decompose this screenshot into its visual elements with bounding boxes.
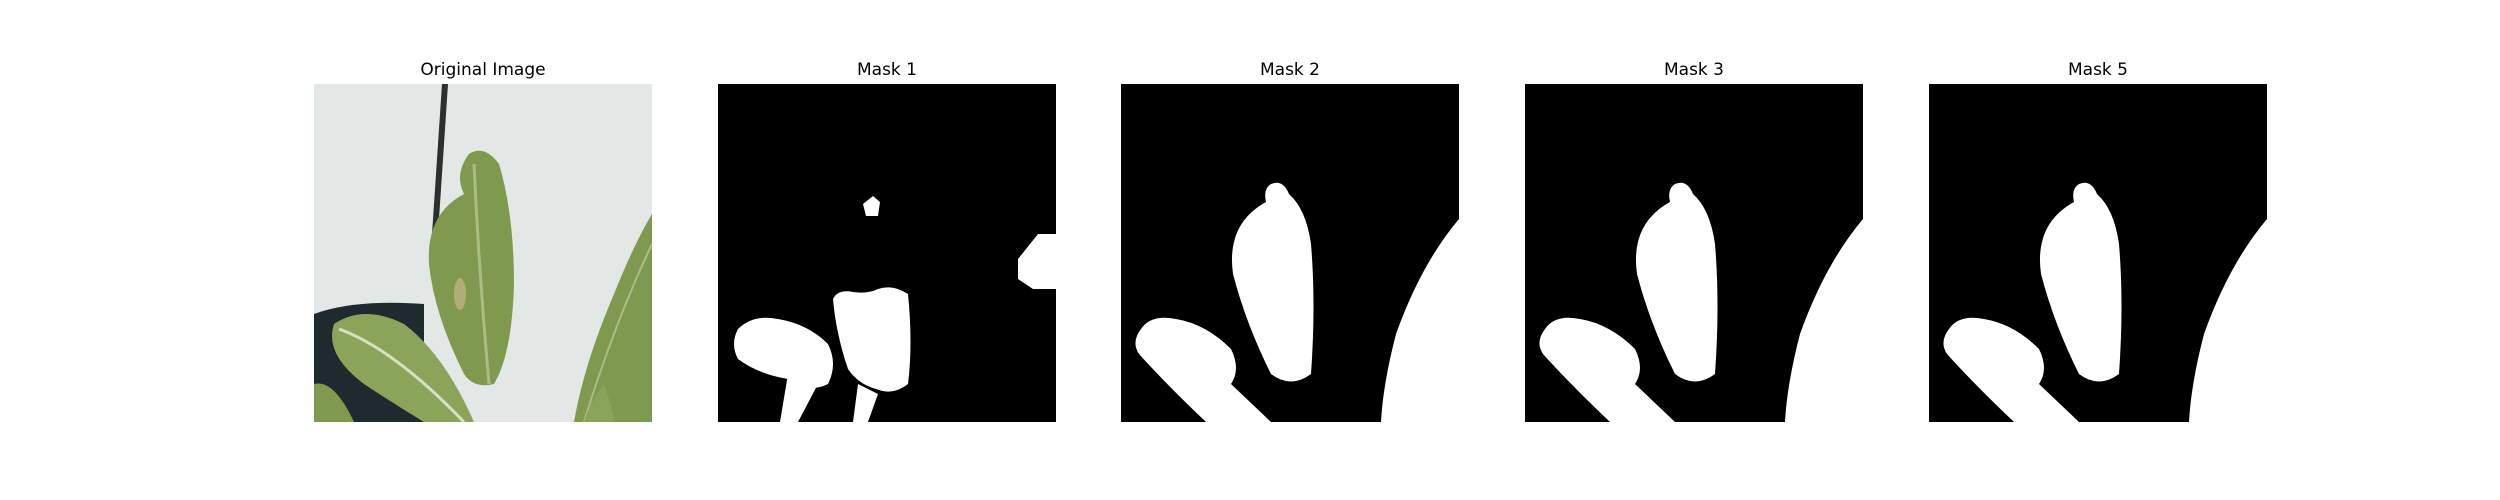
panel-original-image: Original Image xyxy=(314,0,652,500)
panel-title: Mask 1 xyxy=(856,60,917,80)
panel-title: Mask 3 xyxy=(1663,60,1724,80)
plant-photo xyxy=(314,84,652,422)
mask-3-shape xyxy=(1525,84,1863,422)
mask-1-shape xyxy=(718,84,1056,422)
mask-image xyxy=(718,84,1056,422)
panel-mask-2: Mask 2 xyxy=(1121,0,1459,500)
mask-image xyxy=(1929,84,2267,422)
original-image xyxy=(314,84,652,422)
panel-mask-1: Mask 1 xyxy=(718,0,1056,500)
panel-title: Mask 5 xyxy=(2067,60,2128,80)
mask-2-shape xyxy=(1121,84,1459,422)
panel-mask-5: Mask 5 xyxy=(1929,0,2267,500)
mask-image xyxy=(1525,84,1863,422)
panel-title: Mask 2 xyxy=(1259,60,1320,80)
panel-mask-3: Mask 3 xyxy=(1525,0,1863,500)
mask-image xyxy=(1121,84,1459,422)
panel-title: Original Image xyxy=(420,60,546,80)
mask-5-shape xyxy=(1929,84,2267,422)
